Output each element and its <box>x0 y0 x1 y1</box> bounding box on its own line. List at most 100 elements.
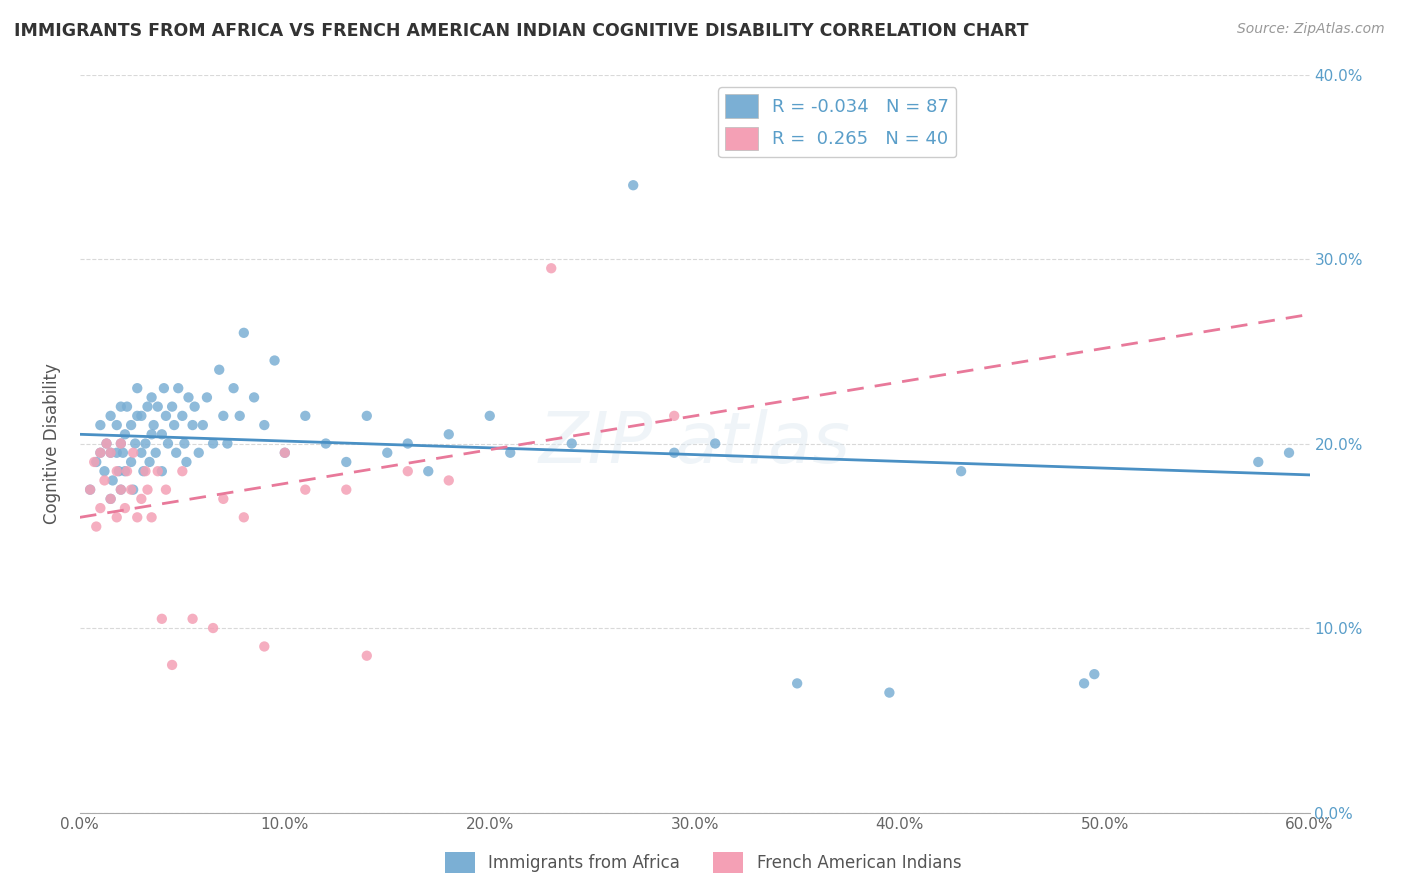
Text: IMMIGRANTS FROM AFRICA VS FRENCH AMERICAN INDIAN COGNITIVE DISABILITY CORRELATIO: IMMIGRANTS FROM AFRICA VS FRENCH AMERICA… <box>14 22 1029 40</box>
Point <box>437 427 460 442</box>
Point <box>136 400 159 414</box>
Point <box>160 400 183 414</box>
Point <box>84 455 107 469</box>
Point <box>704 436 727 450</box>
Point <box>115 464 138 478</box>
Point <box>177 391 200 405</box>
Point <box>100 446 122 460</box>
Point <box>153 381 176 395</box>
Point <box>1278 446 1301 460</box>
Point <box>950 464 973 478</box>
Point <box>89 446 111 460</box>
Point <box>156 436 179 450</box>
Point <box>396 464 419 478</box>
Point <box>110 483 132 497</box>
Point <box>418 464 440 478</box>
Point <box>243 391 266 405</box>
Point <box>172 409 194 423</box>
Point <box>155 483 177 497</box>
Point <box>142 418 165 433</box>
Point <box>132 464 155 478</box>
Text: ZIP atlas: ZIP atlas <box>538 409 851 478</box>
Point <box>127 510 149 524</box>
Point <box>212 409 235 423</box>
Point <box>356 409 378 423</box>
Point <box>879 685 901 699</box>
Point <box>127 381 149 395</box>
Point <box>120 455 142 469</box>
Point <box>561 436 583 450</box>
Point <box>356 648 378 663</box>
Point <box>100 491 122 506</box>
Point <box>155 409 177 423</box>
Point <box>172 464 194 478</box>
Point <box>191 418 214 433</box>
Point <box>173 436 195 450</box>
Point <box>375 446 398 460</box>
Point <box>150 427 173 442</box>
Point <box>183 400 205 414</box>
Point <box>664 446 686 460</box>
Point <box>195 391 218 405</box>
Legend: R = -0.034   N = 87, R =  0.265   N = 40: R = -0.034 N = 87, R = 0.265 N = 40 <box>718 87 956 157</box>
Point <box>335 455 357 469</box>
Point <box>217 436 239 450</box>
Point <box>110 483 132 497</box>
Point <box>120 418 142 433</box>
Point <box>124 436 146 450</box>
Point <box>100 409 122 423</box>
Point <box>274 446 297 460</box>
Point <box>111 446 134 460</box>
Point <box>187 446 209 460</box>
Point <box>108 464 131 478</box>
Point <box>134 464 156 478</box>
Point <box>1083 667 1105 681</box>
Point <box>396 436 419 450</box>
Point <box>165 446 187 460</box>
Point <box>127 409 149 423</box>
Point <box>176 455 198 469</box>
Point <box>141 391 163 405</box>
Point <box>105 418 128 433</box>
Point <box>222 381 245 395</box>
Point <box>294 483 316 497</box>
Text: Source: ZipAtlas.com: Source: ZipAtlas.com <box>1237 22 1385 37</box>
Point <box>253 640 276 654</box>
Point <box>131 491 153 506</box>
Point <box>315 436 337 450</box>
Point <box>110 436 132 450</box>
Point <box>89 418 111 433</box>
Point <box>115 400 138 414</box>
Point <box>335 483 357 497</box>
Point <box>212 491 235 506</box>
Point <box>134 436 156 450</box>
Point <box>202 436 225 450</box>
Point <box>100 491 122 506</box>
Point <box>786 676 808 690</box>
Point <box>101 474 124 488</box>
Y-axis label: Cognitive Disability: Cognitive Disability <box>44 363 60 524</box>
Point <box>141 427 163 442</box>
Point <box>181 612 204 626</box>
Point <box>294 409 316 423</box>
Point <box>93 464 115 478</box>
Point <box>89 501 111 516</box>
Point <box>93 474 115 488</box>
Point <box>138 455 160 469</box>
Point <box>167 381 190 395</box>
Point <box>89 446 111 460</box>
Point <box>621 178 644 193</box>
Point <box>110 436 132 450</box>
Point <box>232 326 254 340</box>
Point <box>122 446 145 460</box>
Point <box>478 409 501 423</box>
Point <box>110 400 132 414</box>
Point <box>100 446 122 460</box>
Point <box>114 501 136 516</box>
Point <box>499 446 522 460</box>
Point <box>120 483 142 497</box>
Point <box>79 483 101 497</box>
Point <box>84 519 107 533</box>
Point <box>145 446 167 460</box>
Point <box>208 362 231 376</box>
